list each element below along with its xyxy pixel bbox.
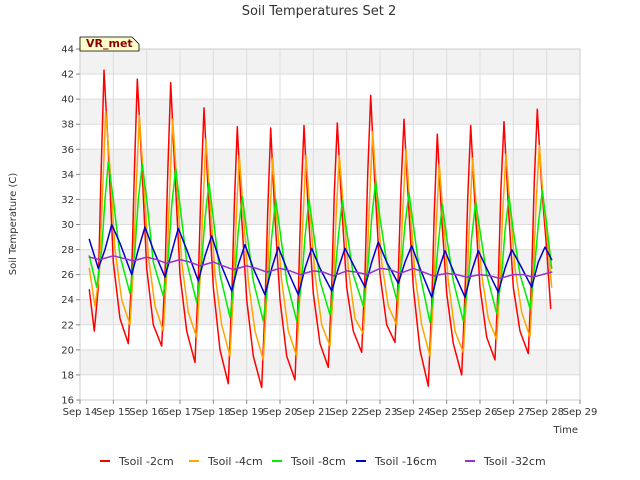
y-tick-label: 24 — [61, 295, 74, 306]
x-axis-label: Time — [553, 425, 578, 436]
x-tick-label: Sep 24 — [396, 407, 431, 418]
plot-band — [80, 99, 580, 125]
plot-band — [80, 199, 580, 225]
y-tick-label: 26 — [61, 270, 74, 281]
y-tick-label: 38 — [61, 120, 74, 131]
y-tick-label: 16 — [61, 396, 74, 407]
plot-band — [80, 49, 580, 75]
y-tick-label: 22 — [61, 320, 74, 331]
plot-band — [80, 74, 580, 100]
series-line-tsoil-8cm — [88, 161, 553, 324]
legend-item: Tsoil -4cm — [189, 455, 263, 468]
plot-band — [80, 224, 580, 250]
x-tick-label: Sep 23 — [363, 407, 398, 418]
y-tick-label: 32 — [61, 195, 74, 206]
y-tick-label: 20 — [61, 345, 74, 356]
y-tick-label: 40 — [61, 95, 74, 106]
series-line-tsoil-16cm — [88, 223, 553, 298]
x-tick-label: Sep 16 — [129, 407, 164, 418]
y-tick-label: 34 — [61, 170, 74, 181]
y-axis-ticks: 16 18 20 22 24 26 28 30 32 34 36 38 40 42 44 — [61, 45, 80, 407]
x-tick-label: Sep 28 — [529, 407, 564, 418]
site-badge-label: VR_met — [86, 37, 133, 50]
legend-label: Tsoil -16cm — [374, 455, 437, 468]
legend-item: Tsoil -8cm — [272, 455, 346, 468]
x-tick-label: Sep 27 — [496, 407, 531, 418]
plot-band — [80, 174, 580, 200]
x-tick-label: Sep 19 — [229, 407, 264, 418]
x-tick-label: Sep 26 — [463, 407, 498, 418]
plot-band — [80, 349, 580, 375]
x-tick-label: Sep 25 — [429, 407, 464, 418]
plot-band — [80, 374, 580, 400]
x-tick-label: Sep 17 — [163, 407, 198, 418]
x-tick-label: Sep 14 — [63, 407, 98, 418]
x-tick-label: Sep 21 — [296, 407, 331, 418]
y-tick-label: 36 — [61, 145, 74, 156]
y-tick-label: 44 — [61, 45, 74, 56]
series-line-tsoil-32cm — [88, 255, 553, 280]
x-tick-label: Sep 15 — [96, 407, 131, 418]
series-lines — [88, 69, 553, 389]
legend-label: Tsoil -32cm — [483, 455, 546, 468]
legend-label: Tsoil -4cm — [207, 455, 263, 468]
plot-band — [80, 124, 580, 150]
legend-item: Tsoil -2cm — [100, 455, 174, 468]
y-tick-label: 18 — [61, 370, 74, 381]
y-tick-label: 30 — [61, 220, 74, 231]
legend-label: Tsoil -2cm — [118, 455, 174, 468]
legend-item: Tsoil -16cm — [356, 455, 437, 468]
y-tick-label: 28 — [61, 245, 74, 256]
x-tick-label: Sep 22 — [329, 407, 364, 418]
site-badge-box — [79, 36, 140, 52]
y-tick-label: 42 — [61, 70, 74, 81]
legend-label: Tsoil -8cm — [290, 455, 346, 468]
x-tick-label: Sep 29 — [563, 407, 598, 418]
x-tick-label: Sep 20 — [263, 407, 298, 418]
y-axis-label: Soil Temperature (C) — [8, 173, 19, 276]
x-tick-label: Sep 18 — [196, 407, 231, 418]
chart-title: Soil Temperatures Set 2 — [242, 4, 397, 19]
plot-band — [80, 149, 580, 175]
series-line-tsoil-4cm — [88, 110, 553, 361]
legend-item: Tsoil -32cm — [465, 455, 546, 468]
site-badge: VR_met — [79, 36, 140, 52]
legend: Tsoil -2cm Tsoil -4cm Tsoil -8cm Tsoil -16c… — [100, 455, 546, 468]
